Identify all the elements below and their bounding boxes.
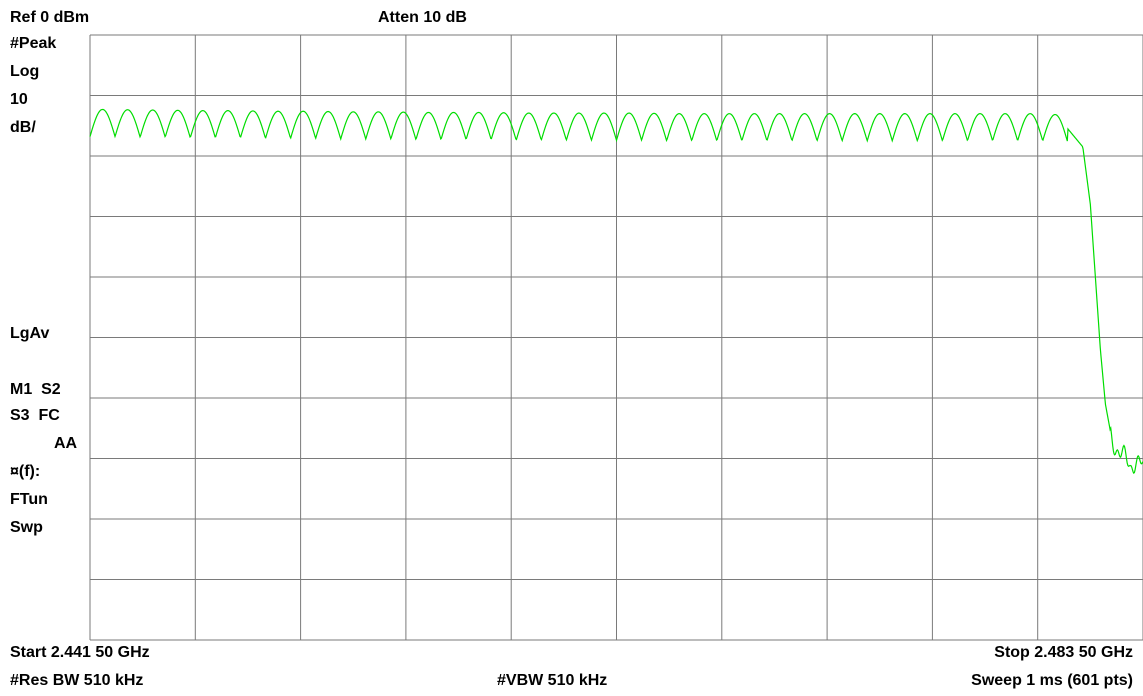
sweep-mode-label: Swp — [10, 519, 43, 536]
spectrum-trace — [89, 108, 1143, 475]
attenuation-label: Atten 10 dB — [378, 9, 467, 26]
graticule-grid — [89, 34, 1143, 641]
markers-row1-label: M1 S2 — [10, 381, 61, 398]
tune-mode-label: FTun — [10, 491, 48, 508]
markers-row2-label: S3 FC — [10, 407, 60, 424]
stop-frequency-label: Stop 2.483 50 GHz — [994, 644, 1133, 661]
start-frequency-label: Start 2.441 50 GHz — [10, 644, 150, 661]
sweep-time-label: Sweep 1 ms (601 pts) — [971, 672, 1133, 689]
scale-type-label: Log — [10, 63, 40, 80]
ref-level-label: Ref 0 dBm — [10, 9, 90, 26]
function-label: ¤(f): — [10, 463, 41, 480]
averaging-label: LgAv — [10, 325, 50, 342]
markers-row3-label: AA — [54, 435, 78, 452]
video-bandwidth-label: #VBW 510 kHz — [497, 672, 608, 689]
trace-group — [89, 108, 1143, 475]
detector-label: #Peak — [10, 35, 57, 52]
resolution-bandwidth-label: #Res BW 510 kHz — [10, 672, 144, 689]
scale-unit-label: dB/ — [10, 119, 36, 136]
scale-value-label: 10 — [10, 91, 28, 108]
